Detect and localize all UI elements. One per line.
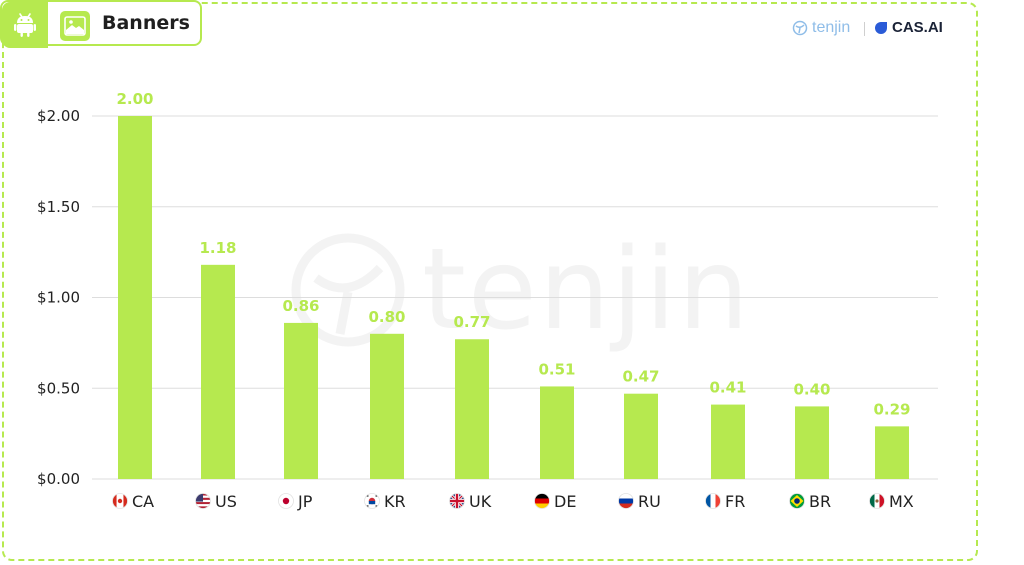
bar-us: [201, 264, 235, 479]
value-label: 0.29: [873, 400, 910, 418]
value-label: 0.47: [622, 368, 659, 386]
value-label: 0.80: [368, 308, 405, 326]
bar-ru: [624, 393, 658, 479]
bar-fr: [711, 404, 745, 479]
value-label: 0.41: [709, 379, 746, 397]
x-tick-label: MX: [889, 492, 914, 511]
brand-divider: [864, 22, 865, 36]
bar-uk: [455, 339, 489, 479]
flag-de-icon: [534, 493, 550, 509]
tenjin-logo-icon: [792, 20, 808, 36]
flag-us-icon: [195, 493, 211, 509]
header-tab: Banners: [0, 0, 202, 48]
page-title: Banners: [102, 12, 190, 34]
value-label: 1.18: [199, 239, 236, 257]
y-tick-label: $2.00: [37, 107, 80, 125]
tenjin-watermark-icon: [291, 233, 405, 347]
watermark-text: tenjin: [422, 225, 752, 355]
y-tick-label: $1.50: [37, 198, 80, 216]
bar-br: [795, 406, 829, 479]
cas-logo-icon: [875, 21, 887, 34]
x-tick-label: KR: [384, 492, 406, 511]
banner-image-icon: [60, 11, 90, 41]
x-tick-label: US: [215, 492, 237, 511]
watermark: tenjin: [288, 225, 751, 355]
flag-jp-icon: [278, 493, 294, 509]
x-tick-label: JP: [297, 492, 313, 511]
flag-kr-icon: [364, 493, 380, 509]
x-tick-label: RU: [638, 492, 661, 511]
flag-uk-icon: [449, 493, 465, 509]
bar-de: [540, 386, 574, 479]
y-tick-label: $1.00: [37, 289, 80, 307]
chart-frame: [2, 2, 978, 561]
y-tick-label: $0.50: [37, 379, 80, 397]
x-tick-label: BR: [809, 492, 831, 511]
y-tick-label: $0.00: [37, 470, 80, 488]
flag-br-icon: [789, 493, 805, 509]
x-tick-label: DE: [554, 492, 576, 511]
tenjin-logo: tenjin: [792, 19, 850, 37]
cas-logo: CAS.AI: [874, 19, 943, 36]
value-label: 0.40: [793, 380, 830, 398]
x-tick-label: UK: [469, 492, 492, 511]
value-label: 2.00: [116, 90, 153, 108]
bar-mx: [875, 426, 909, 479]
bar-jp: [284, 322, 318, 479]
x-tick-label: FR: [725, 492, 745, 511]
android-icon: [2, 2, 48, 48]
flag-mx-icon: [869, 493, 885, 509]
value-label: 0.77: [453, 313, 490, 331]
tenjin-brand-text: tenjin: [812, 19, 851, 36]
cas-brand-text: CAS.AI: [892, 19, 943, 36]
flag-ca-icon: [112, 493, 128, 509]
flag-ru-icon: [618, 493, 634, 509]
value-label: 0.51: [538, 360, 575, 378]
bar-ca: [118, 116, 152, 479]
value-label: 0.86: [282, 297, 319, 315]
bar-kr: [370, 333, 404, 479]
flag-fr-icon: [705, 493, 721, 509]
x-tick-label: CA: [132, 492, 154, 511]
